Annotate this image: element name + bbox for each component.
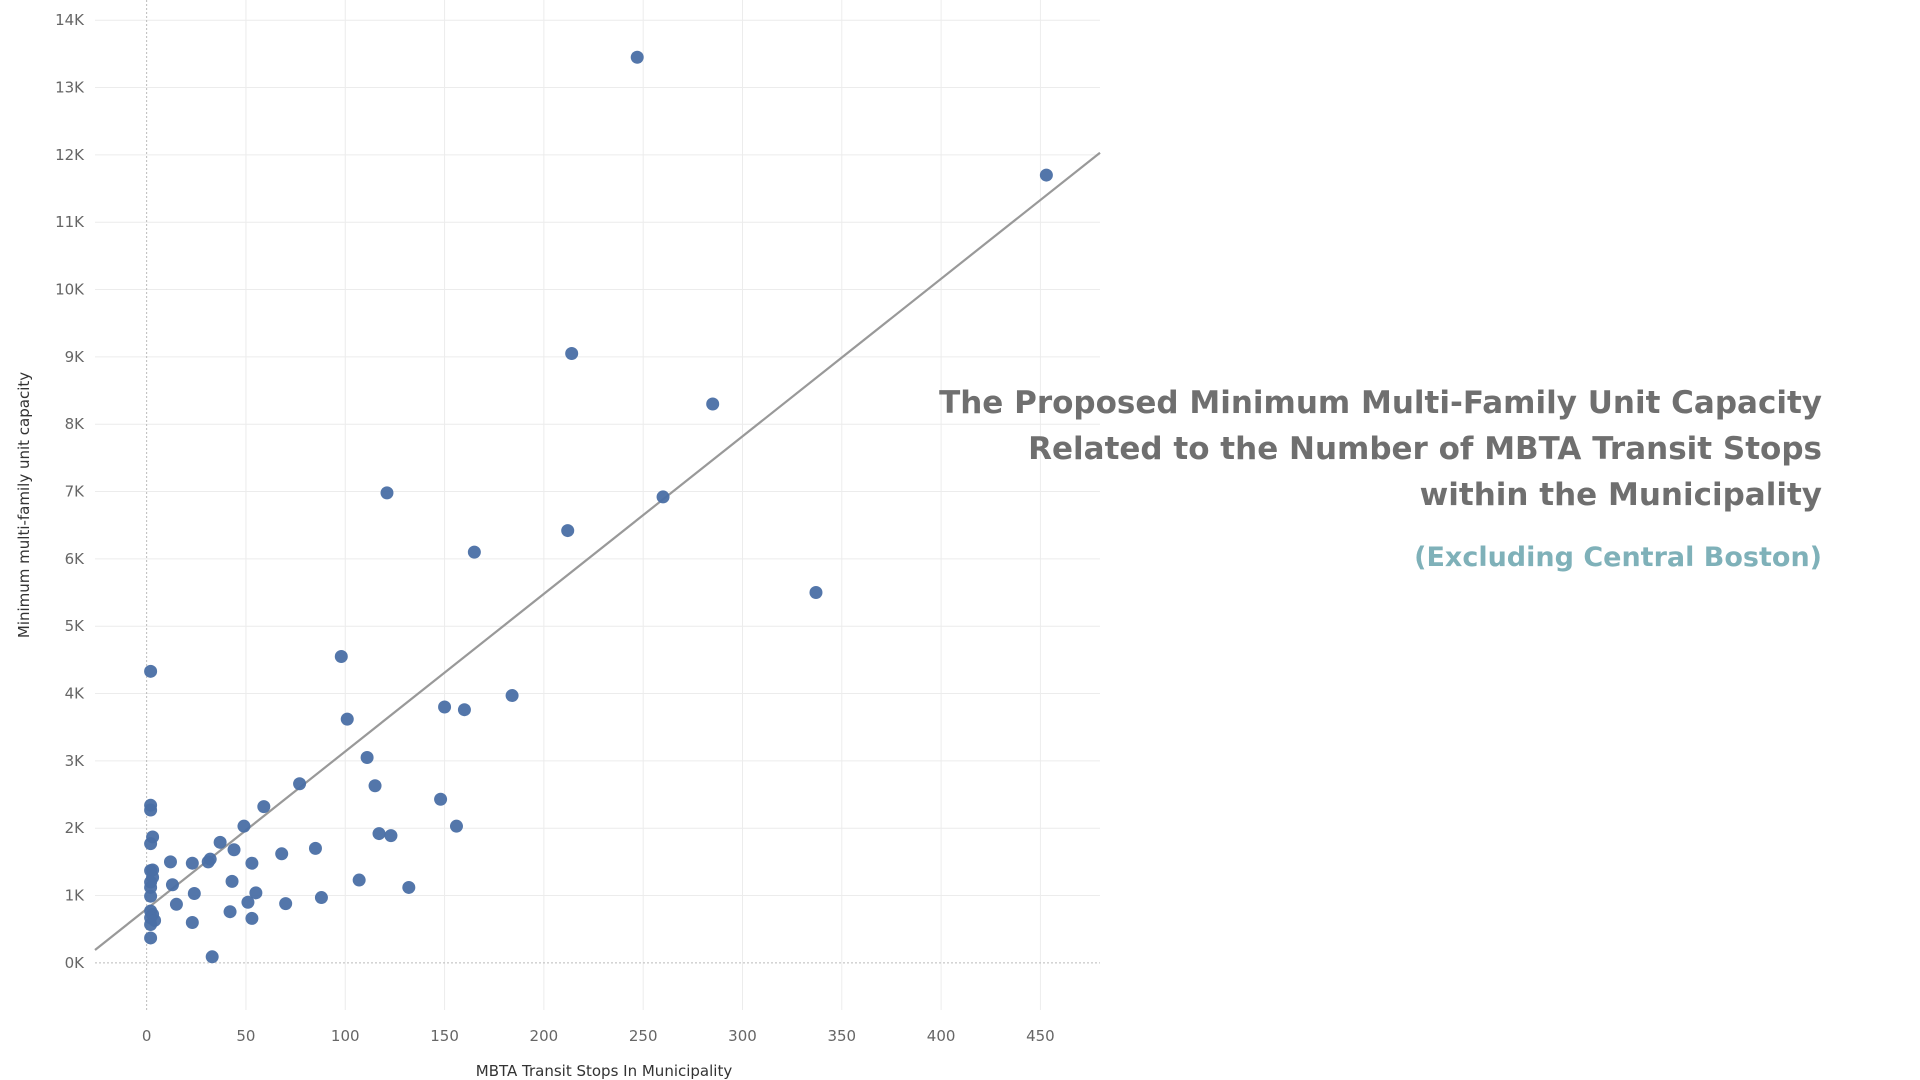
data-point [144,664,158,678]
y-tick-label: 1K [65,887,86,905]
data-point [223,905,237,919]
x-tick-label: 100 [331,1027,360,1045]
data-point [368,779,382,793]
data-point [205,950,219,964]
x-tick-label: 150 [430,1027,459,1045]
y-tick-label: 7K [65,483,86,501]
x-tick-label: 400 [927,1027,956,1045]
data-point [249,886,263,900]
x-tick-label: 250 [629,1027,658,1045]
x-tick-label: 0 [142,1027,152,1045]
data-point [144,837,158,851]
data-point [1039,168,1053,182]
data-point [384,829,398,843]
gridlines [95,0,1100,1010]
y-tick-label: 0K [65,954,86,972]
data-point [449,819,463,833]
x-axis-title: MBTA Transit Stops In Municipality [476,1062,733,1080]
data-point [561,524,575,538]
data-point [340,712,354,726]
chart-title-line-1: The Proposed Minimum Multi-Family Unit C… [939,385,1822,421]
y-tick-label: 2K [65,819,86,837]
x-tick-label: 300 [728,1027,757,1045]
chart-title-block: The Proposed Minimum Multi-Family Unit C… [882,380,1822,573]
data-point [169,897,183,911]
data-point [565,347,579,360]
y-tick-label: 6K [65,550,86,568]
data-point [293,777,307,791]
data-point [237,819,251,833]
data-point [402,880,416,894]
data-point [630,50,644,64]
data-point [227,843,241,857]
data-point [308,841,322,855]
data-point [185,915,199,929]
data-point [144,917,158,931]
data-point [434,792,448,806]
y-tick-label: 3K [65,752,86,770]
data-point [505,689,519,703]
data-point [144,931,158,945]
data-point [144,803,158,817]
data-point [187,887,201,901]
data-point [656,490,670,504]
data-points [144,50,1053,964]
data-point [245,911,259,925]
trend-line [94,151,1101,951]
data-point [213,835,227,849]
data-point [314,891,328,905]
y-tick-label: 10K [55,281,85,299]
y-axis-title: Minimum multi-family unit capacity [15,372,33,638]
data-point [201,855,215,869]
data-point [245,856,259,870]
y-tick-label: 9K [65,348,86,366]
data-point [165,878,179,892]
y-tick-label: 5K [65,617,86,635]
x-tick-label: 200 [530,1027,559,1045]
y-tick-label: 14K [55,11,85,29]
data-point [438,700,452,714]
data-point [275,847,289,861]
data-point [380,486,394,500]
chart-title-line-3: within the Municipality [1419,477,1822,513]
data-point [457,703,471,717]
data-point [467,545,481,559]
chart-title-line-2: Related to the Number of MBTA Transit St… [1028,431,1822,467]
trend-line-layer [94,151,1101,951]
data-point [257,800,271,814]
data-point [372,827,386,841]
data-point [360,751,374,764]
x-tick-label: 50 [236,1027,255,1045]
tick-labels: 0 50 100 150 200 250 300 350 400 450 0K 1K 2K 3K 4K 5K 6… [55,11,1055,1045]
data-point [706,397,720,411]
chart-subtitle: (Excluding Central Boston) [1414,542,1822,573]
data-point [225,874,239,888]
data-point [163,855,177,869]
data-point [334,650,348,663]
data-point [144,889,158,903]
y-tick-label: 4K [65,685,86,703]
x-tick-label: 450 [1026,1027,1055,1045]
data-point [241,895,255,909]
y-tick-label: 13K [55,79,85,97]
data-point [185,856,199,870]
x-tick-label: 350 [827,1027,856,1045]
y-tick-label: 8K [65,415,86,433]
data-point [352,873,366,887]
data-point [279,897,293,911]
y-tick-label: 11K [55,213,85,231]
data-point [809,586,823,600]
y-tick-label: 12K [55,146,85,164]
